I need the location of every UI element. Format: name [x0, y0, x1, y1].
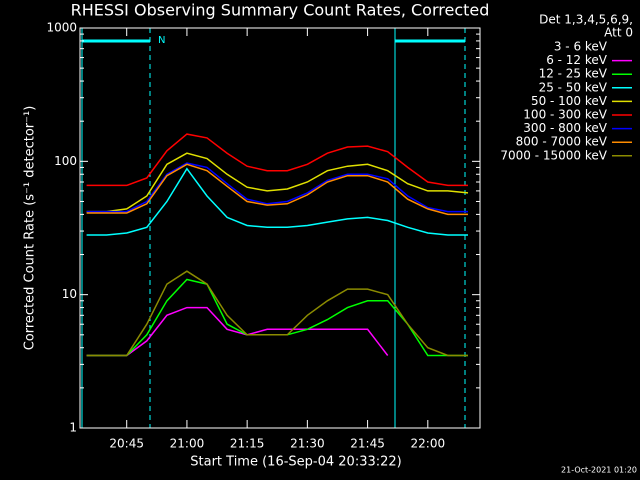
legend-label: 6 - 12 keV — [546, 53, 608, 67]
legend-label: 12 - 25 keV — [539, 67, 608, 81]
y-tick-label: 1000 — [46, 21, 77, 35]
x-tick-label: 20:45 — [109, 437, 144, 451]
series-line — [86, 306, 389, 357]
x-tick-label: 21:30 — [290, 437, 325, 451]
series-line — [86, 283, 389, 399]
series-line — [86, 133, 468, 187]
x-tick-label: 21:45 — [350, 437, 385, 451]
x-tick-label: 21:15 — [230, 437, 265, 451]
y-tick-label: 10 — [62, 287, 77, 301]
x-tick-label: 22:00 — [411, 437, 446, 451]
chart-title: RHESSI Observing Summary Count Rates, Co… — [71, 1, 490, 20]
series-line — [86, 163, 468, 216]
y-axis-label: Corrected Count Rate (s⁻¹ detector⁻¹) — [23, 106, 38, 351]
series-line — [86, 162, 468, 213]
x-axis-label: Start Time (16-Sep-04 20:33:22) — [190, 455, 401, 470]
series-line — [86, 167, 468, 236]
legend-label: 25 - 50 keV — [539, 80, 608, 94]
legend-label: 300 - 800 keV — [523, 121, 607, 135]
annotation: N — [158, 35, 165, 46]
series-line — [86, 270, 468, 357]
legend-title: Att 0 — [604, 26, 633, 40]
series-line — [86, 278, 468, 357]
legend-title: Det 1,3,4,5,6,9, — [539, 13, 633, 27]
legend-label: 50 - 100 keV — [531, 94, 608, 108]
y-tick-label: 1 — [69, 421, 77, 435]
legend-label: 3 - 6 keV — [554, 40, 608, 54]
legend-label: 800 - 7000 keV — [516, 135, 608, 149]
footer: 21-Oct-2021 01:20 — [561, 466, 637, 475]
legend-label: 7000 - 15000 keV — [500, 148, 607, 162]
x-tick-label: 21:00 — [170, 437, 205, 451]
series-line — [86, 152, 469, 213]
flags — [81, 28, 466, 428]
legend-label: 100 - 300 keV — [523, 108, 607, 122]
y-tick-label: 100 — [54, 154, 77, 168]
plot-frame — [79, 27, 481, 429]
